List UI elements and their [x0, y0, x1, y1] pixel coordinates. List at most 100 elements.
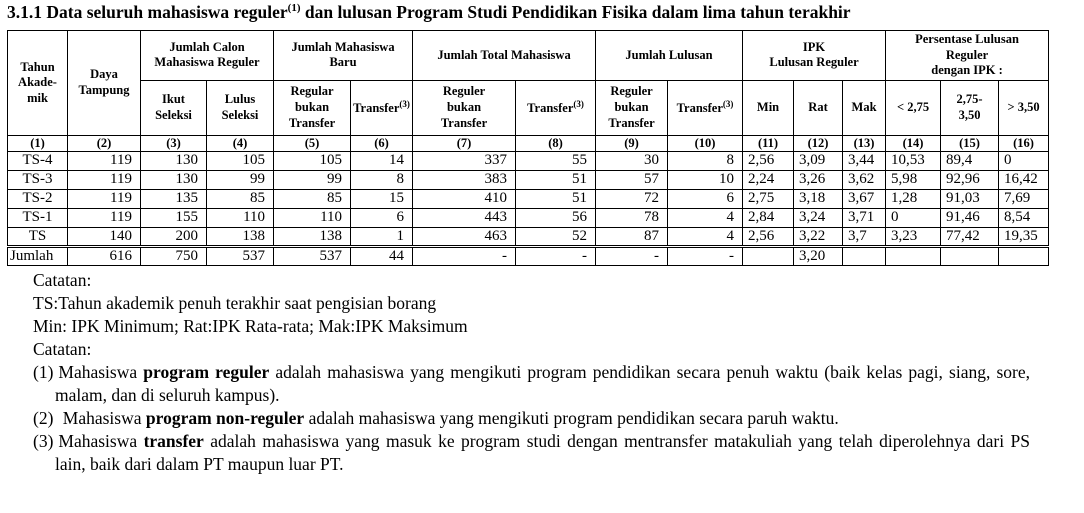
header-tahun-akademik: Tahun Akade- mik	[7, 30, 68, 136]
table-cell: 537	[273, 244, 352, 266]
header-ipk-mak: Mak	[842, 79, 887, 136]
footnote-1: (1) Mahasiswa program reguler adalah maha…	[33, 361, 1030, 407]
table-cell: 3,20	[793, 244, 844, 266]
table-cell: 119	[67, 207, 141, 228]
table-cell: 0	[885, 207, 942, 228]
column-number: (14)	[885, 134, 942, 152]
transfer-footnote-ref: (3)	[399, 98, 410, 109]
footnote-text: adalah mahasiswa yang masuk ke program s…	[55, 431, 1030, 474]
table-cell: 6	[667, 188, 744, 209]
note-ts-definition: TS:Tahun akademik penuh terakhir saat pe…	[33, 293, 437, 313]
column-number: (1)	[7, 134, 68, 152]
table-cell: 57	[595, 169, 669, 190]
table-cell: 14	[350, 150, 414, 171]
section-title-text-after: dan lulusan Program Studi Pendidikan Fis…	[300, 2, 851, 22]
transfer-label: Transfer	[353, 101, 400, 116]
table-cell: -	[595, 244, 669, 266]
row-label: Jumlah	[7, 244, 68, 266]
header-ipk-low: < 2,75	[885, 79, 942, 136]
notes-heading: Catatan:	[33, 339, 92, 359]
table-row-ts-3: TS-3 119 130 99 99 8 383 51 57 10 2,24 3…	[7, 169, 1050, 190]
table-cell: 51	[515, 188, 597, 209]
header-group-row: Tahun Akade- mik Daya Tampung Jumlah Cal…	[7, 30, 1050, 136]
column-number: (5)	[273, 134, 352, 152]
table-cell: 3,62	[842, 169, 887, 190]
column-number: (16)	[998, 134, 1050, 152]
header-total-reguler-bukan-transfer: Reguler bukan Transfer	[412, 79, 517, 136]
table-cell: 110	[273, 207, 352, 228]
header-lulusan-transfer: Transfer(3)	[667, 79, 744, 136]
table-cell: 110	[205, 207, 275, 228]
row-label: TS-1	[7, 207, 68, 228]
transfer-label: Transfer	[527, 101, 574, 116]
footnote-bold-term: transfer	[143, 431, 204, 451]
table-cell: 3,18	[793, 188, 844, 209]
table-cell: 99	[205, 169, 275, 190]
notes-section: Catatan: TS:Tahun akademik penuh terakhi…	[33, 269, 1030, 476]
table-cell: 105	[205, 150, 275, 171]
table-cell	[842, 244, 887, 266]
table-cell: 138	[273, 226, 352, 247]
table-cell: 410	[412, 188, 517, 209]
table-cell	[742, 244, 795, 266]
footnote-bold-term: program non-reguler	[145, 408, 305, 428]
transfer-footnote-ref: (3)	[722, 98, 734, 109]
table-cell: 55	[515, 150, 597, 171]
footnote-3: (3) Mahasiswa transfer adalah mahasiswa y…	[33, 430, 1030, 476]
table-cell: 3,67	[842, 188, 887, 209]
table-cell: -	[412, 244, 517, 266]
table-cell: 135	[140, 188, 207, 209]
table-cell: 5,98	[885, 169, 942, 190]
table-cell: 138	[205, 226, 275, 247]
table-cell: 3,26	[793, 169, 844, 190]
header-persentase: Persentase Lulusan Reguler dengan IPK :	[885, 30, 1050, 81]
header-lulus-seleksi: Lulus Seleksi	[205, 79, 275, 136]
table-cell: 30	[595, 150, 669, 171]
table-cell: 337	[412, 150, 517, 171]
table-row-ts-4: TS-4 119 130 105 105 14 337 55 30 8 2,56…	[7, 150, 1050, 171]
column-number: (15)	[940, 134, 1000, 152]
table-row-jumlah: Jumlah 616 750 537 537 44 - - - - 3,20	[7, 244, 1050, 266]
table-cell: 10	[667, 169, 744, 190]
table-cell: 99	[273, 169, 352, 190]
table-cell: 119	[67, 150, 141, 171]
table-cell: 3,22	[793, 226, 844, 247]
table-cell: 130	[140, 150, 207, 171]
table-cell: 383	[412, 169, 517, 190]
column-number-row: (1) (2) (3) (4) (5) (6) (7) (8) (9) (10)…	[7, 134, 1050, 152]
header-ipk-high: > 3,50	[998, 79, 1050, 136]
column-number: (10)	[667, 134, 744, 152]
column-number: (8)	[515, 134, 597, 152]
table-cell: 91,03	[940, 188, 1000, 209]
note-ipk-definition: Min: IPK Minimum; Rat:IPK Rata-rata; Mak…	[33, 316, 468, 336]
table-cell: 4	[667, 226, 744, 247]
table-cell: 537	[205, 244, 275, 266]
table-cell: 3,71	[842, 207, 887, 228]
transfer-footnote-ref: (3)	[573, 98, 584, 109]
table-cell: 2,84	[742, 207, 795, 228]
table-cell: 16,42	[998, 169, 1050, 190]
table-cell: 200	[140, 226, 207, 247]
column-number: (12)	[793, 134, 844, 152]
column-number: (11)	[742, 134, 795, 152]
table-cell: 52	[515, 226, 597, 247]
header-ipk-mid: 2,75- 3,50	[940, 79, 1000, 136]
table-cell: 8	[667, 150, 744, 171]
table-cell: 89,4	[940, 150, 1000, 171]
column-number: (9)	[595, 134, 669, 152]
table-cell: 8	[350, 169, 414, 190]
table-cell: 2,24	[742, 169, 795, 190]
table-cell: 15	[350, 188, 414, 209]
header-jumlah-baru: Jumlah Mahasiswa Baru	[273, 30, 414, 81]
table-cell: -	[515, 244, 597, 266]
table-cell	[940, 244, 1000, 266]
footnote-marker: (2)	[33, 408, 54, 428]
table-row-ts: TS 140 200 138 138 1 463 52 87 4 2,56 3,…	[7, 226, 1050, 247]
header-jumlah-calon: Jumlah Calon Mahasiswa Reguler	[139, 30, 275, 81]
table-cell: 119	[67, 188, 141, 209]
table-cell: 4	[667, 207, 744, 228]
header-ipk-rat: Rat	[793, 79, 844, 136]
footnote-marker: (3)	[33, 431, 54, 451]
table-cell: 3,24	[793, 207, 844, 228]
